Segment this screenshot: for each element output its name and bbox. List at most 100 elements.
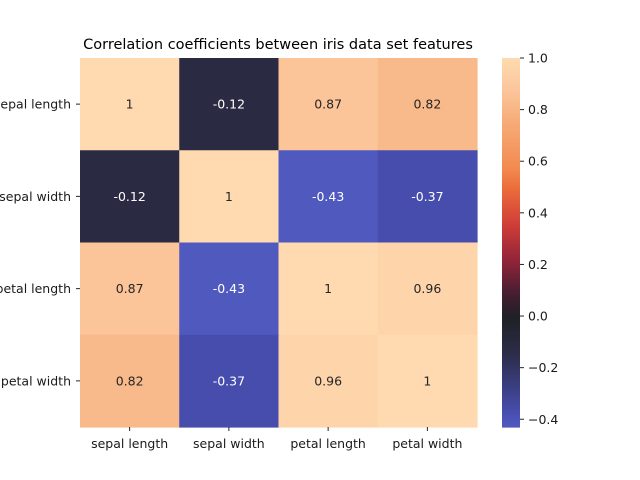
colorbar-segment: [502, 142, 520, 146]
heatmap-cell-r3-c1: [179, 334, 280, 428]
colorbar-segment: [502, 358, 520, 362]
colorbar-segment: [502, 253, 520, 257]
heatmap-cell-r0-c3: [377, 58, 478, 151]
colorbar-segment: [502, 108, 520, 112]
heatmap-cell-r1-c0: [80, 150, 180, 244]
heatmap-cell-r0-c1: [179, 58, 280, 151]
colorbar-segment: [502, 144, 520, 149]
colorbar-segment: [502, 94, 520, 99]
x-tick-label-3: petal width: [392, 436, 462, 451]
cell-value-r1-c3: -0.37: [411, 189, 443, 204]
colorbar-segment: [502, 350, 520, 354]
y-tick-label-3: petal width: [1, 373, 71, 388]
heatmap-cell-r2-c1: [179, 242, 280, 336]
cell-value-r3-c3: 1: [423, 373, 431, 388]
colorbar-segment: [502, 416, 520, 420]
colorbar-segment: [502, 318, 520, 323]
colorbar-segment: [502, 366, 520, 370]
colorbar-segment: [502, 152, 520, 157]
colorbar-tick-label-5: 0.6: [528, 154, 548, 169]
colorbar-segment: [502, 197, 520, 201]
colorbar-segment: [502, 284, 520, 288]
cell-value-r3-c2: 0.96: [314, 373, 342, 388]
colorbar-segment: [502, 97, 520, 101]
heatmap-cell-r2-c3: [377, 242, 478, 336]
colorbar-segment: [502, 369, 520, 373]
heatmap-cell-r1-c3: [377, 150, 478, 244]
colorbar-segment: [502, 173, 520, 178]
colorbar-segment: [502, 205, 520, 209]
colorbar-segment: [502, 258, 520, 262]
cell-value-r0-c1: -0.12: [213, 97, 245, 112]
colorbar-segment: [502, 413, 520, 418]
colorbar-segment: [502, 242, 520, 246]
colorbar-segment: [502, 123, 520, 128]
colorbar-segment: [502, 92, 520, 96]
colorbar-segment: [502, 255, 520, 259]
colorbar-segment: [502, 276, 520, 280]
colorbar-segment: [502, 171, 520, 175]
colorbar-segment: [502, 337, 520, 341]
y-tick-label-2: petal length: [0, 281, 71, 296]
colorbar-segment: [502, 195, 520, 199]
colorbar-segment: [502, 405, 520, 410]
cell-value-r1-c2: -0.43: [312, 189, 344, 204]
colorbar-segment: [502, 131, 520, 136]
colorbar-segment: [502, 115, 520, 120]
colorbar-tick-label-1: −0.2: [528, 360, 558, 375]
colorbar-segment: [502, 392, 520, 396]
heatmap-cell-r3-c2: [278, 334, 379, 428]
cell-value-r2-c3: 0.96: [413, 281, 441, 296]
colorbar-segment: [502, 158, 520, 162]
colorbar-segment: [502, 239, 520, 244]
colorbar-segment: [502, 147, 520, 151]
colorbar-segment: [502, 226, 520, 230]
colorbar-segment: [502, 292, 520, 296]
colorbar-segment: [502, 179, 520, 183]
colorbar-segment: [502, 160, 520, 165]
colorbar-segment: [502, 200, 520, 204]
colorbar-segment: [502, 68, 520, 72]
colorbar-segment: [502, 355, 520, 360]
colorbar-segment: [502, 110, 520, 114]
colorbar: −0.4 −0.2 0.0 0.2 0.4 0.6 0.8 1.0: [502, 51, 558, 428]
colorbar-tick-label-6: 0.8: [528, 102, 548, 117]
colorbar-segment: [502, 260, 520, 265]
x-tick-label-1: sepal width: [193, 436, 265, 451]
colorbar-segment: [502, 324, 520, 328]
heatmap-cell-r0-c0: [80, 58, 180, 151]
colorbar-segment: [502, 308, 520, 312]
colorbar-segment: [502, 81, 520, 85]
colorbar-segment: [502, 282, 520, 286]
colorbar-segment: [502, 176, 520, 180]
colorbar-segment: [502, 332, 520, 336]
colorbar-segment: [502, 295, 520, 299]
colorbar-segment: [502, 84, 520, 88]
colorbar-segment: [502, 65, 520, 70]
colorbar-segment: [502, 316, 520, 320]
cell-value-r2-c2: 1: [324, 281, 332, 296]
colorbar-tick-label-0: −0.4: [528, 412, 558, 427]
colorbar-segment: [502, 345, 520, 349]
colorbar-segment: [502, 189, 520, 194]
colorbar-segment: [502, 395, 520, 399]
colorbar-segment: [502, 340, 520, 344]
colorbar-segment: [502, 89, 520, 93]
x-tick-label-2: petal length: [290, 436, 365, 451]
colorbar-segment: [502, 390, 520, 394]
colorbar-segment: [502, 237, 520, 241]
colorbar-segment: [502, 382, 520, 386]
colorbar-segment: [502, 150, 520, 154]
colorbar-segment: [502, 224, 520, 228]
colorbar-segment: [502, 210, 520, 215]
colorbar-segment: [502, 192, 520, 196]
heatmap-cell-r3-c3: [377, 334, 478, 428]
colorbar-segment: [502, 424, 520, 428]
colorbar-segment: [502, 163, 520, 167]
colorbar-segment: [502, 374, 520, 378]
colorbar-segment: [502, 118, 520, 122]
colorbar-segment: [502, 313, 520, 317]
cell-value-r0-c0: 1: [126, 97, 134, 112]
y-tick-label-1: sepal width: [0, 189, 71, 204]
colorbar-segment: [502, 263, 520, 267]
